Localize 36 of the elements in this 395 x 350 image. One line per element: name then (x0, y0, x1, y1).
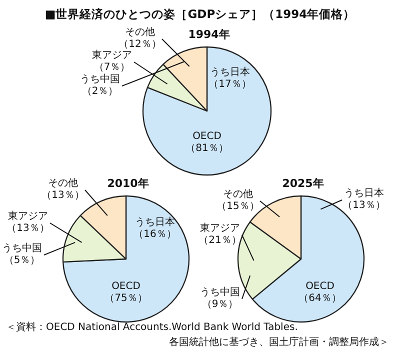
category: 東アジア (200, 223, 240, 234)
annotation: うち中国 (2, 243, 42, 254)
annotation: （5％） (4, 255, 40, 266)
category: 東アジア (8, 211, 48, 222)
data-label: （12％） (118, 39, 162, 50)
annotation: （9％） (202, 299, 238, 310)
category: OECD (306, 281, 334, 292)
annotation: うち中国 (200, 287, 240, 298)
data-label: （13％） (6, 223, 50, 234)
title: ■世界経済のひとつの姿［GDPシェア］（1994年価格） (44, 7, 356, 21)
annotation: （13％） (342, 200, 386, 211)
data-label: （21％） (198, 235, 242, 246)
annotation: （16％） (134, 229, 176, 240)
title: 2025年 (282, 177, 324, 190)
category: 東アジア (92, 50, 132, 61)
title: 2010年 (107, 177, 149, 190)
data-label: （13％） (42, 190, 84, 201)
category: その他 (125, 27, 155, 38)
annotation: うち日本 (135, 217, 175, 228)
category: その他 (48, 178, 78, 189)
category: OECD (112, 281, 140, 292)
annotation: ＜資料：OECD National Accounts.World Bank World Tables. (6, 322, 298, 333)
category: OECD (192, 131, 222, 142)
annotation: 各国統計他に基づき、国土庁計画・調整局作成＞ (169, 337, 389, 348)
category: その他 (223, 189, 253, 200)
data-label: （15％） (216, 201, 260, 212)
annotation: うち日本 (210, 67, 250, 78)
data-label: （7％） (94, 62, 130, 73)
annotation: うち中国 (80, 74, 120, 85)
data-label: （81％） (186, 143, 228, 154)
annotation: （2％） (82, 86, 118, 97)
data-label: （75％） (104, 293, 148, 304)
annotation: （17％） (208, 79, 252, 90)
annotation: うち日本 (344, 188, 384, 199)
data-label: （64％） (298, 293, 342, 304)
title: 1994年 (188, 28, 230, 41)
